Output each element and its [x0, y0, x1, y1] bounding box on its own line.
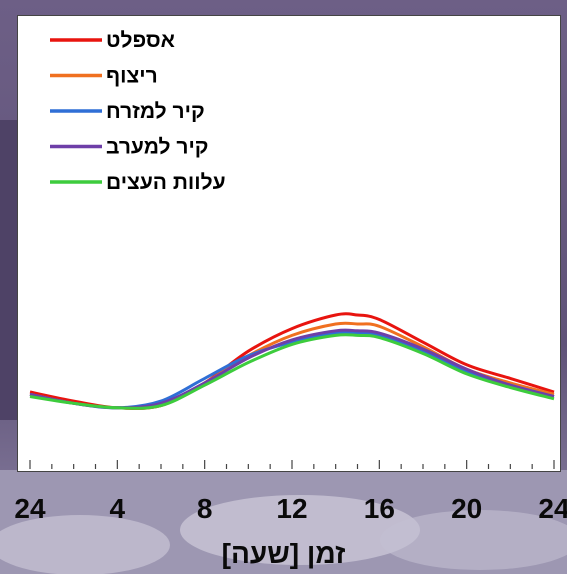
x-tick-label: 16	[364, 493, 395, 524]
legend-label: עלוות העצים	[106, 171, 226, 194]
series-line-0	[29, 312, 555, 411]
legend-label: אספלט	[106, 29, 175, 52]
x-tick-label: 8	[197, 493, 213, 524]
series-line-4	[29, 333, 555, 410]
legend-label: קיר למזרח	[106, 100, 205, 123]
x-tick-label: 24	[538, 493, 567, 524]
series-line-1	[29, 321, 555, 410]
x-tick-label: 24	[14, 493, 46, 524]
x-tick-label: 4	[110, 493, 126, 524]
x-tick-label: 12	[276, 493, 307, 524]
legend-label: קיר למערב	[106, 136, 209, 159]
x-tick-label: 20	[451, 493, 482, 524]
legend-label: ריצוף	[106, 65, 158, 88]
x-axis-label: זמן [שעה]	[221, 538, 346, 569]
plot-area	[17, 15, 561, 472]
